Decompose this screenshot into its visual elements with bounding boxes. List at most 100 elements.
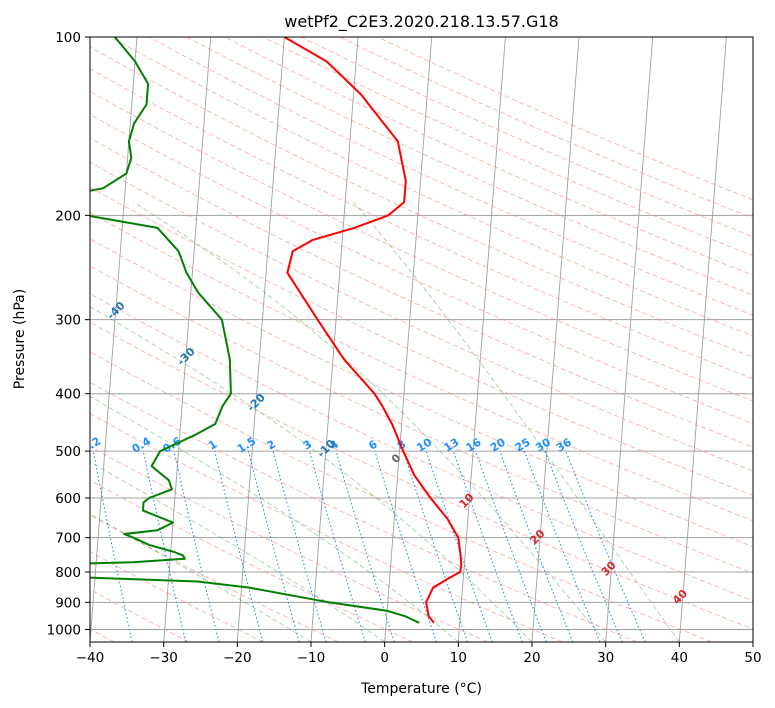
- mixing-ratio-label: 2: [265, 438, 278, 453]
- dry-adiabat: [90, 588, 190, 642]
- mixing-ratio-label: 6: [366, 437, 380, 452]
- dry-adiabat: [186, 37, 753, 296]
- moist-adiabat: [133, 201, 607, 642]
- dry-adiabat: [148, 37, 753, 316]
- temperature-profile: [283, 37, 463, 624]
- dry-adiabat: [90, 212, 753, 522]
- mixing-ratio-line: [523, 450, 601, 642]
- x-tick-label: 20: [523, 650, 540, 666]
- wetbulb-label: 40: [670, 587, 690, 607]
- mixing-ratio-label: 10: [414, 435, 434, 454]
- x-tick-label: 0: [380, 650, 389, 666]
- dry-adiabat: [90, 137, 753, 448]
- dry-adiabat: [90, 46, 753, 358]
- mixing-ratio-line: [402, 450, 469, 642]
- dewpoint-profile: [90, 37, 420, 624]
- x-axis-ticks: −40 −30 −20 −10 0 10 20 30 40 50: [76, 642, 762, 666]
- y-tick-label: 400: [55, 387, 81, 403]
- mixing-ratio-line: [374, 450, 437, 642]
- mixing-ratio-line: [474, 450, 547, 642]
- dry-adiabat: [90, 293, 753, 602]
- dry-adiabat: [224, 37, 753, 276]
- mixing-ratio-line: [544, 450, 623, 642]
- x-axis-label: Temperature (°C): [360, 681, 482, 697]
- moist-adiabat: [90, 395, 459, 642]
- mixing-ratio-label: 16: [464, 435, 484, 454]
- isotherm-line: [236, 37, 285, 642]
- isotherm-line: [678, 37, 727, 642]
- profiles: [90, 37, 463, 624]
- mixing-ratio-line: [173, 450, 220, 642]
- isotherm-line: [752, 636, 753, 642]
- mixing-ratio-label: 3: [301, 438, 314, 453]
- isotherm-line: [531, 37, 580, 642]
- y-tick-label: 1000: [47, 622, 81, 638]
- isotherm-label: -20: [245, 391, 268, 414]
- x-tick-label: 30: [597, 650, 614, 666]
- y-tick-label: 100: [55, 30, 81, 46]
- x-tick-label: −30: [149, 650, 178, 666]
- wetbulb-label: 10: [457, 491, 477, 511]
- isotherm-line: [163, 37, 212, 642]
- y-tick-label: 200: [55, 208, 81, 224]
- chart-title: wetPf2_C2E3.2020.218.13.57.G18: [284, 12, 558, 32]
- x-tick-label: −20: [223, 650, 252, 666]
- dry-adiabat: [90, 113, 753, 425]
- mixing-ratio-line: [272, 450, 327, 642]
- mixing-ratio-label: 20: [488, 435, 508, 454]
- plot-frame: [89, 36, 754, 643]
- mixing-ratio-label: 0.1: [33, 434, 56, 455]
- dry-adiabat: [90, 514, 339, 642]
- mixing-ratio-label: 36: [554, 435, 574, 454]
- moist-adiabat: [90, 513, 312, 642]
- dry-adiabat: [90, 186, 753, 497]
- mixing-ratio-label: 25: [513, 436, 533, 455]
- isotherm-line: [605, 37, 654, 642]
- dry-adiabat: [377, 37, 753, 201]
- y-tick-label: 600: [55, 491, 81, 507]
- mixing-ratio-label: 13: [442, 436, 462, 455]
- dry-adiabat: [90, 445, 488, 642]
- mixing-ratio-label: 30: [533, 435, 553, 454]
- dry-adiabat: [90, 321, 753, 630]
- mixing-ratio-label: 1.5: [235, 434, 258, 455]
- mixing-ratio-line: [425, 450, 493, 642]
- y-axis-ticks: 100 200 300 400 500 600 700 800 900 1000: [47, 30, 90, 638]
- isotherm-label: -30: [175, 345, 198, 368]
- y-tick-label: 900: [55, 595, 81, 611]
- y-axis-label: Pressure (hPa): [12, 289, 28, 389]
- wetbulb-label: 0: [389, 451, 404, 466]
- dry-adiabat: [90, 238, 753, 548]
- background-lines: [90, 37, 753, 642]
- mixing-ratio-line: [565, 450, 646, 642]
- dry-adiabat: [90, 479, 414, 642]
- line-labels: 0.10.20.40.611.52346810131620253036-100-…: [33, 253, 690, 607]
- dry-adiabat: [90, 381, 638, 642]
- moist-adiabat: [90, 461, 385, 642]
- mixing-ratio-label: 1: [206, 438, 219, 453]
- isotherm-label: -50: [34, 253, 57, 276]
- mixing-ratio-label: 0.2: [80, 434, 103, 455]
- isotherm-label: -40: [104, 299, 127, 322]
- mixing-ratio-line: [452, 450, 523, 642]
- x-tick-label: 40: [671, 650, 688, 666]
- isotherm-line: [384, 37, 433, 642]
- dry-adiabat: [262, 37, 753, 257]
- y-tick-label: 500: [55, 444, 81, 460]
- mixing-ratio-line: [92, 450, 133, 642]
- x-tick-label: −10: [297, 650, 326, 666]
- x-tick-label: 10: [450, 650, 467, 666]
- dry-adiabat: [90, 351, 712, 642]
- y-tick-label: 300: [55, 313, 81, 329]
- mixing-ratio-line: [308, 450, 366, 642]
- mixing-ratio-line: [247, 450, 300, 642]
- wetbulb-label: 30: [599, 559, 619, 579]
- mixing-ratio-line: [142, 450, 187, 642]
- dry-adiabat: [90, 413, 563, 642]
- mixing-ratio-line: [214, 450, 264, 642]
- x-tick-label: 50: [744, 650, 761, 666]
- moist-adiabat: [353, 201, 680, 642]
- y-tick-label: 700: [55, 531, 81, 547]
- x-tick-label: −40: [76, 650, 105, 666]
